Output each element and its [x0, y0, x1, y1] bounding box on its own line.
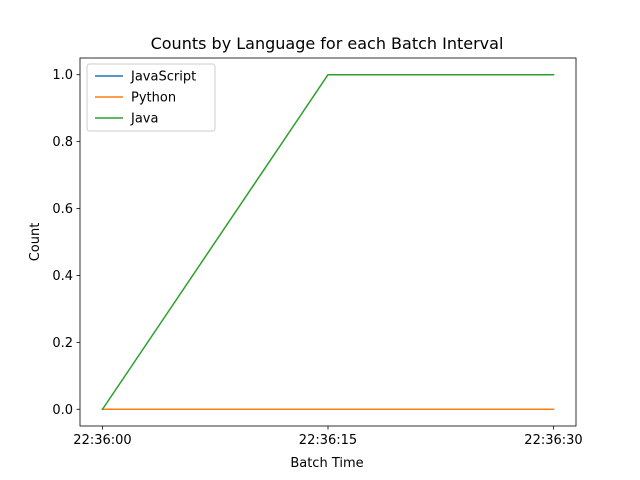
y-tick-label: 0.2: [52, 336, 73, 351]
y-axis-label: Count: [28, 223, 43, 262]
y-tick-label: 0.4: [52, 269, 73, 284]
y-tick-label: 0.0: [52, 403, 73, 418]
chart-title: Counts by Language for each Batch Interv…: [151, 34, 504, 53]
y-tick-label: 0.8: [52, 135, 73, 150]
plot-area: 22:36:00 22:36:15 22:36:30 0.0 0.2 0.4 0.6 0.8 1…: [52, 57, 583, 448]
x-tick-label: 22:36:15: [299, 433, 357, 448]
legend-label-python: Python: [131, 91, 176, 106]
legend-label-java: Java: [130, 112, 158, 127]
y-tick-label: 1.0: [52, 68, 73, 83]
x-axis-label: Batch Time: [290, 456, 363, 471]
x-tick-label: 22:36:00: [73, 433, 131, 448]
series-line-java: [101, 73, 555, 411]
legend-box: [86, 63, 216, 132]
legend: JavaScript Python Java: [86, 63, 216, 132]
y-tick-label: 0.6: [52, 202, 73, 217]
x-tick-label: 22:36:30: [524, 433, 582, 448]
legend-label-javascript: JavaScript: [130, 70, 196, 85]
